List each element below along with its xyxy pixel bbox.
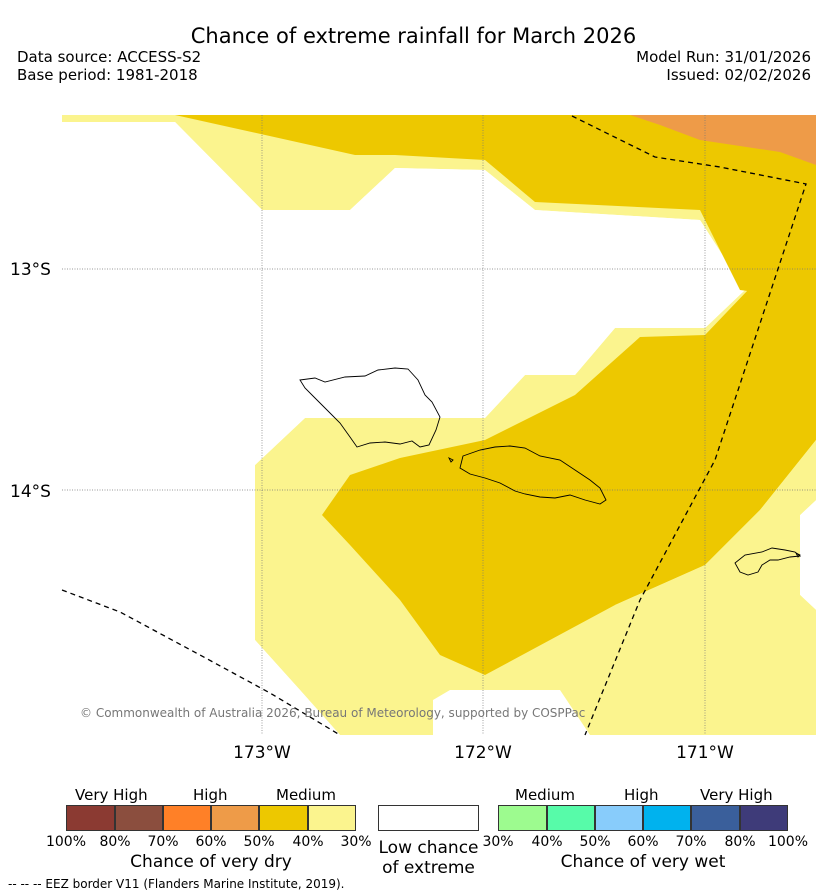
island-savaii	[299, 367, 441, 448]
lon-label-172w: 172°W	[454, 743, 512, 763]
dry-swatch-60-50	[211, 805, 259, 831]
wet-swatch-70-80	[691, 805, 740, 831]
dry-tick: 100%	[45, 834, 87, 850]
dry-swatch-50-40	[259, 805, 308, 831]
wet-heading-high: High	[624, 786, 659, 804]
graticule	[62, 115, 816, 735]
island-tutuila	[734, 547, 802, 576]
copyright-notice: © Commonwealth of Australia 2026, Bureau…	[80, 706, 586, 720]
data-source: Data source: ACCESS-S2	[17, 48, 202, 66]
island-upolu	[459, 445, 607, 505]
lon-label-171w: 171°W	[676, 743, 734, 763]
dry-tick: 80%	[99, 834, 131, 850]
wet-tick: 60%	[627, 834, 659, 850]
island-manono	[447, 456, 454, 463]
dry-swatch-100-80	[66, 805, 115, 831]
region-yellow-south	[322, 150, 816, 675]
chart-title: Chance of extreme rainfall for March 202…	[190, 24, 637, 48]
dry-swatch-40-30	[308, 805, 356, 831]
wet-swatch-40-50	[547, 805, 595, 831]
region-orange-northeast	[630, 115, 816, 165]
lon-label-173w: 173°W	[233, 743, 291, 763]
lat-label-14s: 14°S	[10, 482, 51, 502]
dry-heading-medium: Medium	[276, 786, 336, 804]
meta-left: Data source: ACCESS-S2 Base period: 1981…	[17, 48, 201, 84]
islands	[299, 367, 802, 576]
eez-border-east	[571, 115, 807, 736]
dry-heading-very-high: Very High	[75, 786, 148, 804]
low-legend-line1: Low chance	[378, 838, 479, 858]
wet-swatch-30-40	[498, 805, 547, 831]
wet-tick: 80%	[724, 834, 756, 850]
model-run: Model Run: 31/01/2026	[636, 48, 811, 66]
lat-label-13s: 13°S	[10, 260, 51, 280]
region-low-chance-center	[62, 122, 745, 515]
dry-heading-high: High	[193, 786, 228, 804]
eez-border	[61, 115, 807, 736]
island-small-east	[794, 551, 801, 558]
wet-tick: 30%	[482, 834, 514, 850]
wet-heading-very-high: Very High	[700, 786, 773, 804]
wet-tick: 100%	[767, 834, 809, 850]
dry-legend-title: Chance of very dry	[130, 852, 292, 872]
dry-tick: 40%	[292, 834, 324, 850]
wet-swatch-60-70	[643, 805, 691, 831]
wet-heading-medium: Medium	[515, 786, 575, 804]
meta-right: Model Run: 31/01/2026 Issued: 02/02/2026	[636, 48, 811, 84]
dry-tick: 30%	[340, 834, 372, 850]
dry-swatch-70-60	[163, 805, 211, 831]
wet-tick: 50%	[579, 834, 611, 850]
low-chance-swatch	[378, 805, 479, 831]
wet-tick: 40%	[531, 834, 563, 850]
region-light-yellow-southeast	[590, 440, 816, 735]
dry-tick: 70%	[147, 834, 179, 850]
dry-swatch-80-70	[115, 805, 163, 831]
eez-footnote: -- -- -- EEZ border V11 (Flanders Marine…	[8, 877, 345, 891]
wet-tick: 70%	[675, 834, 707, 850]
dry-tick: 50%	[243, 834, 275, 850]
low-legend-line2: of extreme	[382, 858, 475, 878]
base-period: Base period: 1981-2018	[17, 66, 198, 84]
issued-date: Issued: 02/02/2026	[666, 66, 811, 84]
region-yellow-north	[175, 115, 816, 300]
region-low-chance-southwest	[62, 515, 340, 735]
dry-tick: 60%	[195, 834, 227, 850]
wet-legend-title: Chance of very wet	[560, 852, 726, 872]
region-low-chance-east	[800, 500, 816, 610]
wet-swatch-50-60	[595, 805, 643, 831]
wet-swatch-80-100	[740, 805, 788, 831]
